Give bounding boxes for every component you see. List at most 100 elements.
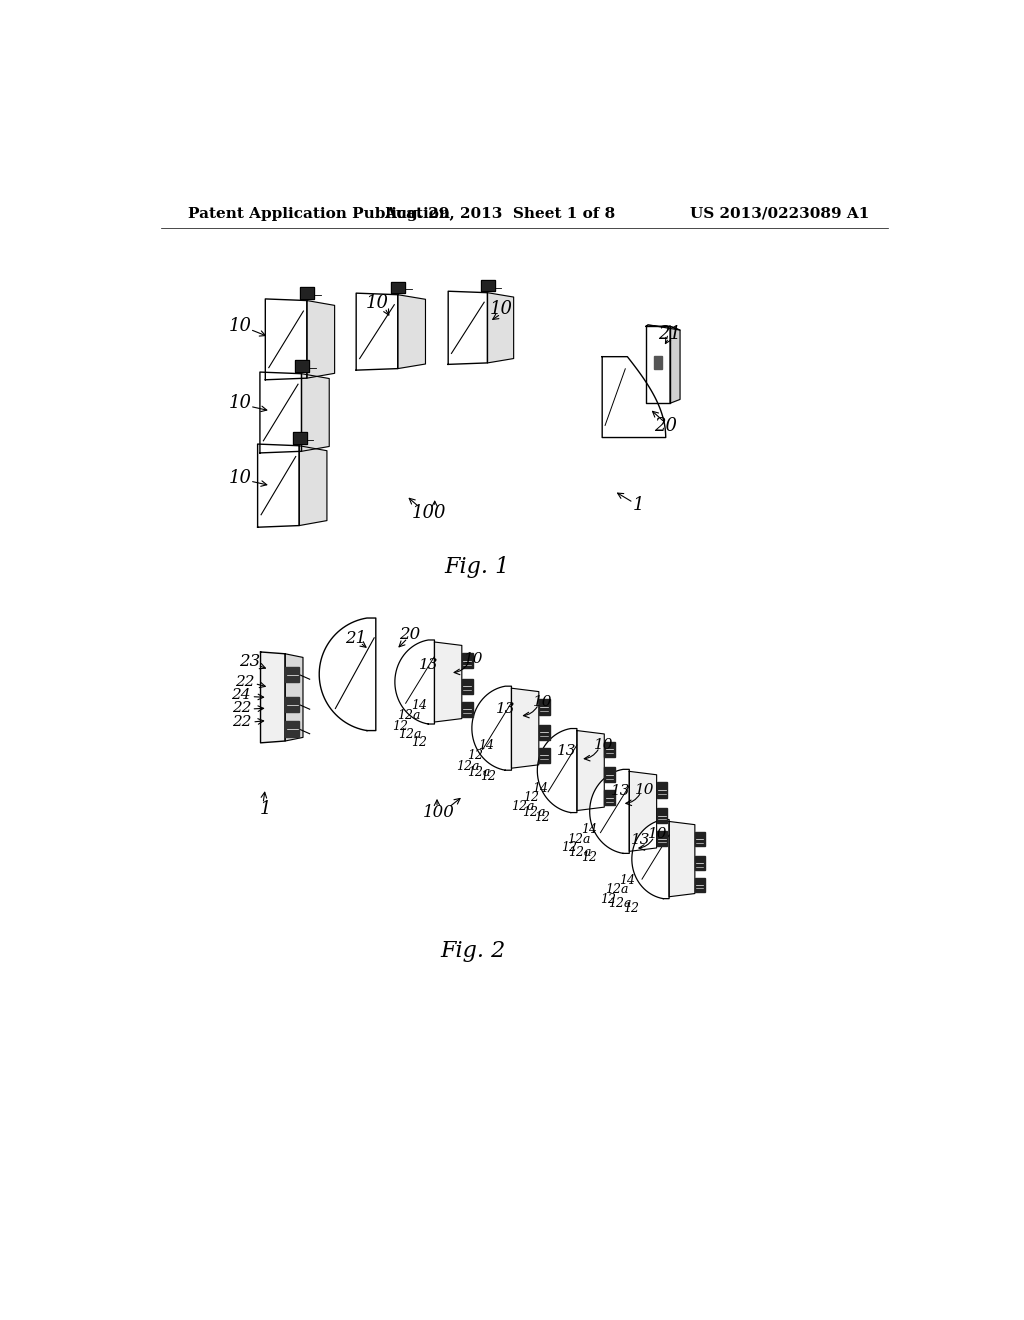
Bar bbox=[539, 725, 550, 741]
Text: Patent Application Publication: Patent Application Publication bbox=[188, 207, 451, 220]
Text: 100: 100 bbox=[412, 504, 446, 521]
Text: 22: 22 bbox=[232, 715, 252, 729]
Bar bbox=[654, 355, 662, 370]
Polygon shape bbox=[602, 356, 666, 437]
Text: 10: 10 bbox=[228, 395, 252, 412]
Polygon shape bbox=[630, 771, 656, 851]
Text: 100: 100 bbox=[423, 804, 455, 821]
Bar bbox=[695, 855, 705, 870]
Text: 10: 10 bbox=[532, 696, 552, 709]
Polygon shape bbox=[391, 281, 406, 293]
Text: 12a: 12a bbox=[512, 800, 535, 813]
Bar bbox=[462, 678, 473, 694]
Text: 14: 14 bbox=[620, 874, 635, 887]
Bar bbox=[695, 832, 705, 846]
Bar bbox=[656, 830, 668, 846]
Text: 20: 20 bbox=[398, 626, 420, 643]
Polygon shape bbox=[397, 294, 425, 368]
Text: 13: 13 bbox=[557, 743, 577, 758]
Text: 14: 14 bbox=[478, 739, 495, 751]
Polygon shape bbox=[646, 325, 680, 330]
Polygon shape bbox=[449, 292, 487, 364]
Text: 12a: 12a bbox=[522, 805, 546, 818]
Polygon shape bbox=[669, 821, 695, 896]
Text: 24: 24 bbox=[231, 688, 251, 702]
Polygon shape bbox=[300, 286, 314, 298]
Text: 10: 10 bbox=[635, 783, 654, 797]
Text: 12: 12 bbox=[392, 721, 408, 733]
Text: 12a: 12a bbox=[467, 766, 490, 779]
Bar bbox=[462, 653, 473, 668]
Polygon shape bbox=[632, 820, 669, 899]
Text: 12a: 12a bbox=[608, 898, 632, 911]
Text: Aug. 29, 2013  Sheet 1 of 8: Aug. 29, 2013 Sheet 1 of 8 bbox=[385, 207, 615, 220]
Polygon shape bbox=[481, 280, 495, 292]
Text: 10: 10 bbox=[228, 469, 252, 487]
Text: 12: 12 bbox=[561, 841, 578, 854]
Text: 12a: 12a bbox=[605, 883, 629, 896]
Text: US 2013/0223089 A1: US 2013/0223089 A1 bbox=[690, 207, 869, 220]
Text: 13: 13 bbox=[419, 659, 438, 672]
Text: 10: 10 bbox=[490, 301, 513, 318]
Polygon shape bbox=[319, 618, 376, 730]
Text: 10: 10 bbox=[594, 738, 613, 752]
Polygon shape bbox=[577, 730, 604, 810]
Text: 22: 22 bbox=[234, 675, 254, 689]
Polygon shape bbox=[434, 642, 462, 722]
Text: 10: 10 bbox=[228, 317, 252, 335]
Polygon shape bbox=[356, 293, 397, 370]
Polygon shape bbox=[301, 374, 330, 451]
Text: 12: 12 bbox=[468, 750, 483, 763]
Polygon shape bbox=[299, 446, 327, 525]
Bar bbox=[539, 700, 550, 714]
Bar bbox=[539, 747, 550, 763]
Text: Fig. 1: Fig. 1 bbox=[444, 556, 510, 578]
Polygon shape bbox=[538, 729, 577, 813]
Text: 12: 12 bbox=[523, 791, 539, 804]
Polygon shape bbox=[295, 360, 309, 372]
Text: 13: 13 bbox=[610, 784, 630, 799]
Polygon shape bbox=[285, 653, 303, 741]
Bar bbox=[604, 791, 615, 805]
Polygon shape bbox=[590, 770, 630, 853]
Text: 13: 13 bbox=[631, 833, 650, 847]
Text: 13: 13 bbox=[496, 702, 515, 715]
Text: 12: 12 bbox=[600, 892, 616, 906]
Bar bbox=[285, 667, 299, 682]
Text: 12a: 12a bbox=[397, 709, 421, 722]
Polygon shape bbox=[646, 326, 670, 404]
Text: 23: 23 bbox=[240, 653, 260, 671]
Bar bbox=[462, 701, 473, 717]
Bar bbox=[285, 722, 299, 737]
Text: 12a: 12a bbox=[568, 846, 592, 859]
Polygon shape bbox=[472, 686, 511, 770]
Text: 20: 20 bbox=[654, 417, 677, 436]
Text: 12: 12 bbox=[623, 902, 639, 915]
Text: 12a: 12a bbox=[567, 833, 591, 846]
Text: 22: 22 bbox=[231, 701, 251, 715]
Text: 21: 21 bbox=[658, 325, 681, 343]
Polygon shape bbox=[260, 372, 301, 453]
Polygon shape bbox=[395, 640, 434, 723]
Polygon shape bbox=[511, 688, 539, 768]
Text: 12: 12 bbox=[535, 810, 551, 824]
Text: 14: 14 bbox=[412, 698, 427, 711]
Polygon shape bbox=[293, 432, 306, 444]
Text: 14: 14 bbox=[582, 824, 597, 837]
Text: 14: 14 bbox=[532, 781, 548, 795]
Text: 10: 10 bbox=[366, 294, 388, 312]
Text: Fig. 2: Fig. 2 bbox=[440, 940, 506, 962]
Text: 12a: 12a bbox=[456, 760, 479, 774]
Polygon shape bbox=[265, 298, 307, 380]
Text: 12: 12 bbox=[582, 851, 597, 865]
Text: 12a: 12a bbox=[398, 727, 422, 741]
Polygon shape bbox=[670, 326, 680, 404]
Bar bbox=[656, 808, 668, 824]
Bar bbox=[285, 697, 299, 713]
Text: 1: 1 bbox=[633, 496, 644, 513]
Text: 12: 12 bbox=[412, 735, 427, 748]
Polygon shape bbox=[307, 301, 335, 378]
Text: 1: 1 bbox=[259, 800, 271, 818]
Text: 10: 10 bbox=[648, 828, 668, 841]
Text: 21: 21 bbox=[345, 631, 366, 647]
